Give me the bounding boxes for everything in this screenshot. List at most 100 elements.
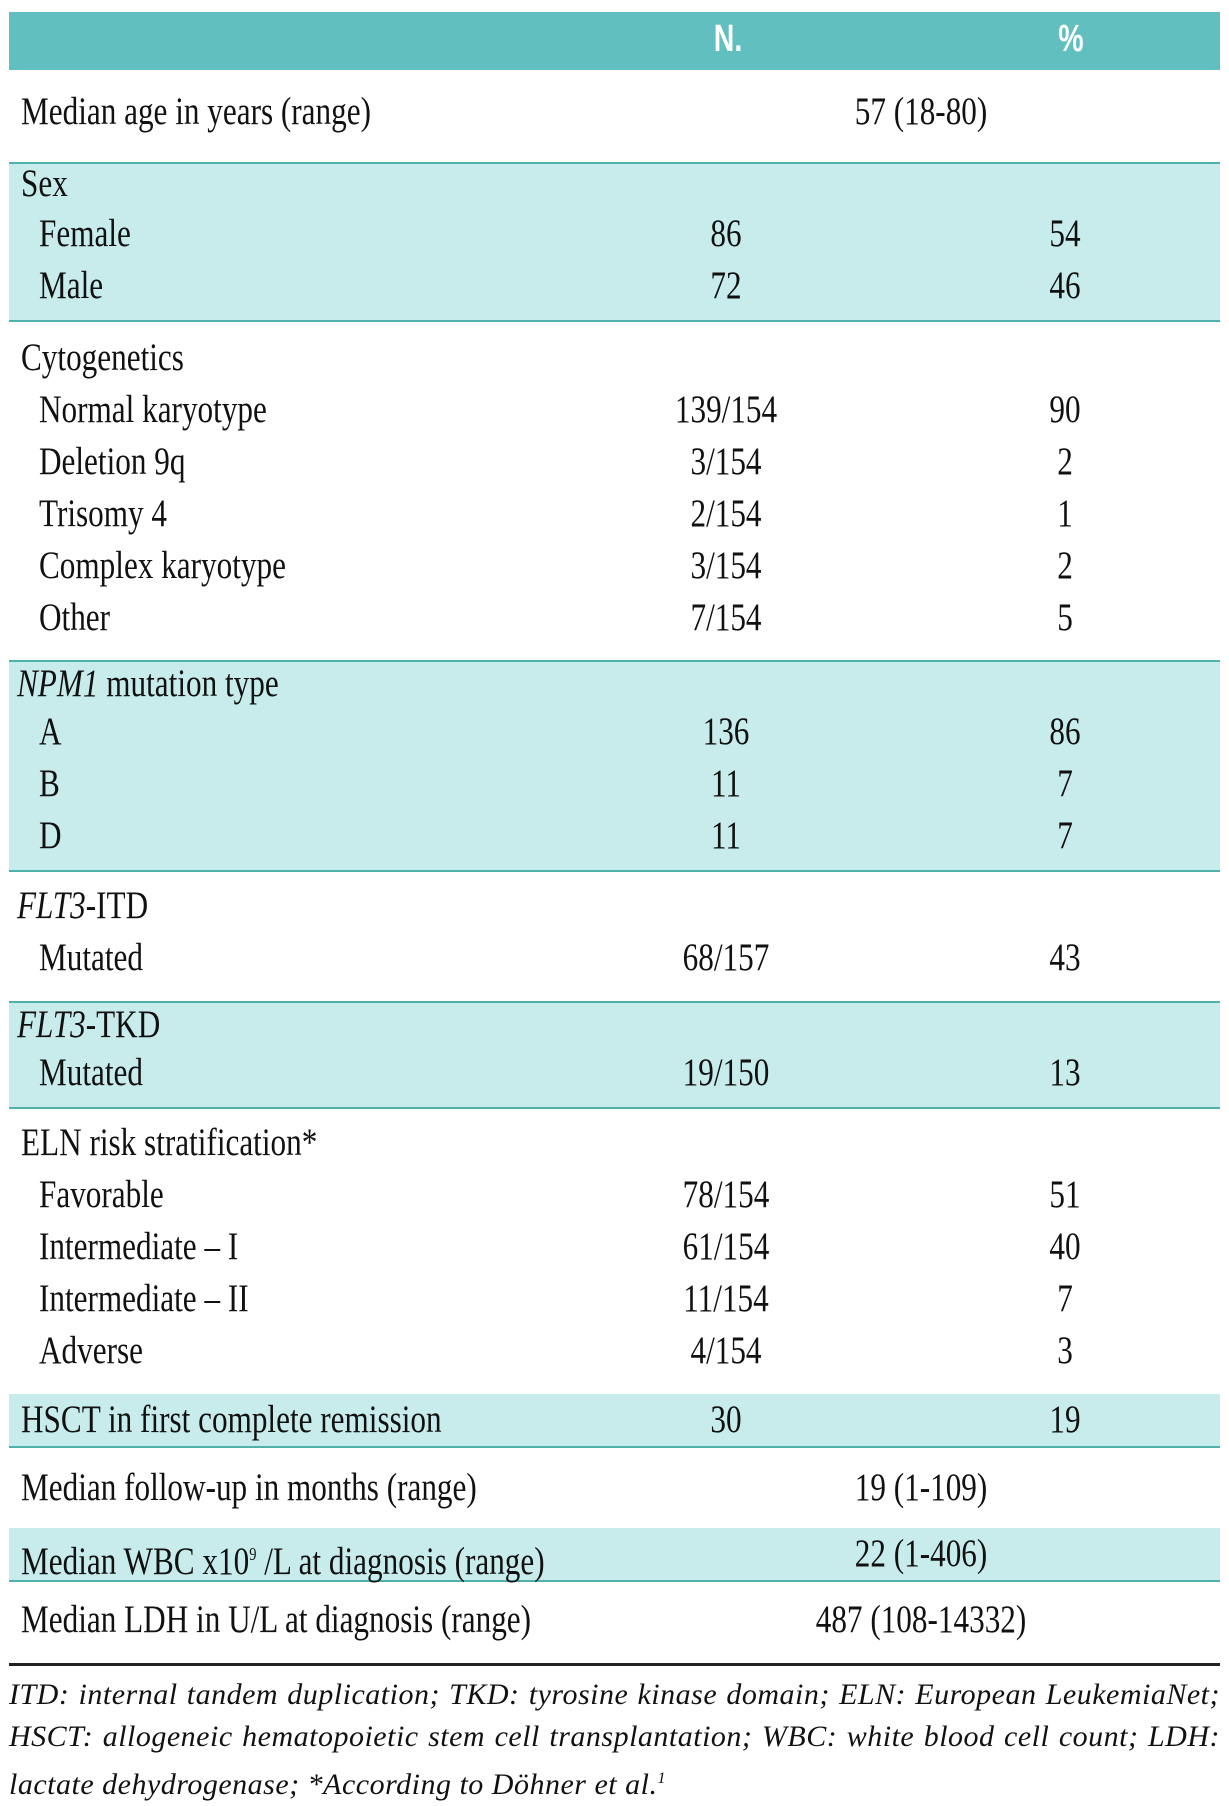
row-pct: 7 [1057,762,1073,805]
row-n: 78/154 [682,1173,770,1216]
header-pct: % [1058,18,1084,60]
table-row: Adverse 4/154 3 [9,1325,1220,1377]
table-row: Normal karyotype 139/154 90 [9,384,1220,436]
row-pct: 54 [1049,212,1081,255]
row-label: Adverse [39,1329,143,1372]
row-n: 2/154 [690,492,762,535]
ldh-row: Median LDH in U/L at diagnosis (range) 4… [9,1582,1220,1663]
row-n: 3/154 [690,440,762,483]
title-rest: -ITD [85,884,149,927]
row-n: 86 [710,212,742,255]
row-label: Median age in years (range) [21,90,371,133]
row-n: 139/154 [674,388,778,431]
group-title: FLT3-ITD [17,880,148,932]
characteristics-table: N. % Median age in years (range) 57 (18-… [9,12,1220,1663]
median-age-row: Median age in years (range) 57 (18-80) [9,70,1220,164]
table-header: N. % [9,12,1220,70]
group-title: ELN risk stratification* [21,1121,318,1164]
row-label: Complex karyotype [39,544,286,587]
row-label: Normal karyotype [39,388,267,431]
row-pct: 13 [1049,1051,1081,1094]
row-label: A [39,710,62,753]
row-label: Trisomy 4 [39,492,168,535]
row-pct: 19 [1049,1398,1081,1441]
row-label: Deletion 9q [39,440,186,483]
row-value: 19 (1-109) [854,1466,988,1509]
title-rest: -TKD [85,1003,161,1046]
table-row: B 11 7 [9,758,1220,810]
row-n: 4/154 [690,1329,762,1372]
row-pct: 3 [1057,1329,1073,1372]
table-row: Mutated 68/157 43 [9,932,1220,984]
group-flt3-tkd: FLT3-TKD Mutated 19/150 13 [9,1003,1220,1109]
row-n: 68/157 [682,936,770,979]
row-n: 7/154 [690,596,762,639]
table-row: Complex karyotype 3/154 2 [9,540,1220,592]
table-row: D 11 7 [9,810,1220,862]
row-n: 72 [710,264,742,307]
row-n: 11 [710,814,742,857]
row-pct: 46 [1049,264,1081,307]
row-pct: 51 [1049,1173,1081,1216]
label-part: /L at diagnosis (range) [256,1540,545,1583]
row-value: 57 (18-80) [854,90,988,133]
row-n: 19/150 [682,1051,770,1094]
table-row: Intermediate – I 61/154 40 [9,1221,1220,1273]
row-label: HSCT in first complete remission [21,1398,442,1441]
row-label: Intermediate – II [39,1277,249,1320]
group-title: Sex [21,162,68,205]
row-pct: 43 [1049,936,1081,979]
row-label: Other [39,596,111,639]
footnote-text: ITD: internal tandem duplication; TKD: t… [9,1678,1220,1801]
table-row: Other 7/154 5 [9,592,1220,644]
row-label: B [39,762,60,805]
row-value: 22 (1-406) [854,1532,988,1575]
table-row: Intermediate – II 11/154 7 [9,1273,1220,1325]
row-n: 3/154 [690,544,762,587]
group-sex: Sex Female 86 54 Male 72 46 [9,164,1220,322]
header-n: N. [713,18,743,60]
row-pct: 7 [1057,814,1073,857]
row-label: Median LDH in U/L at diagnosis (range) [21,1598,532,1641]
table-row: A 136 86 [9,706,1220,758]
group-title: FLT3-TKD [17,1003,160,1047]
row-pct: 2 [1057,544,1073,587]
group-eln: ELN risk stratification* Favorable 78/154… [9,1109,1220,1394]
row-n: 136 [702,710,750,753]
row-pct: 1 [1057,492,1073,535]
row-label: Median follow-up in months (range) [21,1466,477,1509]
row-pct: 5 [1057,596,1073,639]
table-row: Deletion 9q 3/154 2 [9,436,1220,488]
row-label: Female [39,212,131,255]
row-n: 11 [710,762,742,805]
row-label: Mutated [39,1051,143,1094]
table-row: Favorable 78/154 51 [9,1169,1220,1221]
group-npm1: NPM1 mutation type A 136 86 B 11 7 D 11 7 [9,662,1220,872]
gene-name: FLT3 [17,1003,86,1046]
footnote-ref: 1 [657,1770,666,1787]
row-label: Male [39,264,104,307]
row-pct: 86 [1049,710,1081,753]
title-rest: mutation type [98,662,279,705]
table-row: Male 72 46 [9,260,1220,312]
label-part: Median WBC x10 [21,1540,250,1583]
followup-row: Median follow-up in months (range) 19 (1… [9,1448,1220,1528]
table-footnote: ITD: internal tandem duplication; TKD: t… [9,1663,1220,1806]
group-title: NPM1 mutation type [17,662,279,706]
row-value: 487 (108-14332) [815,1598,1027,1641]
group-cytogenetics: Cytogenetics Normal karyotype 139/154 90 De… [9,322,1220,662]
gene-name: NPM1 [17,662,99,705]
table-row: Trisomy 4 2/154 1 [9,488,1220,540]
superscript: 9 [249,1544,257,1564]
table-row: Female 86 54 [9,208,1220,260]
row-n: 61/154 [682,1225,770,1268]
row-pct: 2 [1057,440,1073,483]
wbc-row: Median WBC x109 /L at diagnosis (range) … [9,1528,1220,1583]
group-flt3-itd: FLT3-ITD Mutated 68/157 43 [9,872,1220,1003]
hsct-row: HSCT in first complete remission 30 19 [9,1394,1220,1448]
row-n: 11/154 [683,1277,769,1320]
row-label: Favorable [39,1173,164,1216]
row-pct: 40 [1049,1225,1081,1268]
group-title: Cytogenetics [21,336,184,379]
row-label: D [39,814,62,857]
